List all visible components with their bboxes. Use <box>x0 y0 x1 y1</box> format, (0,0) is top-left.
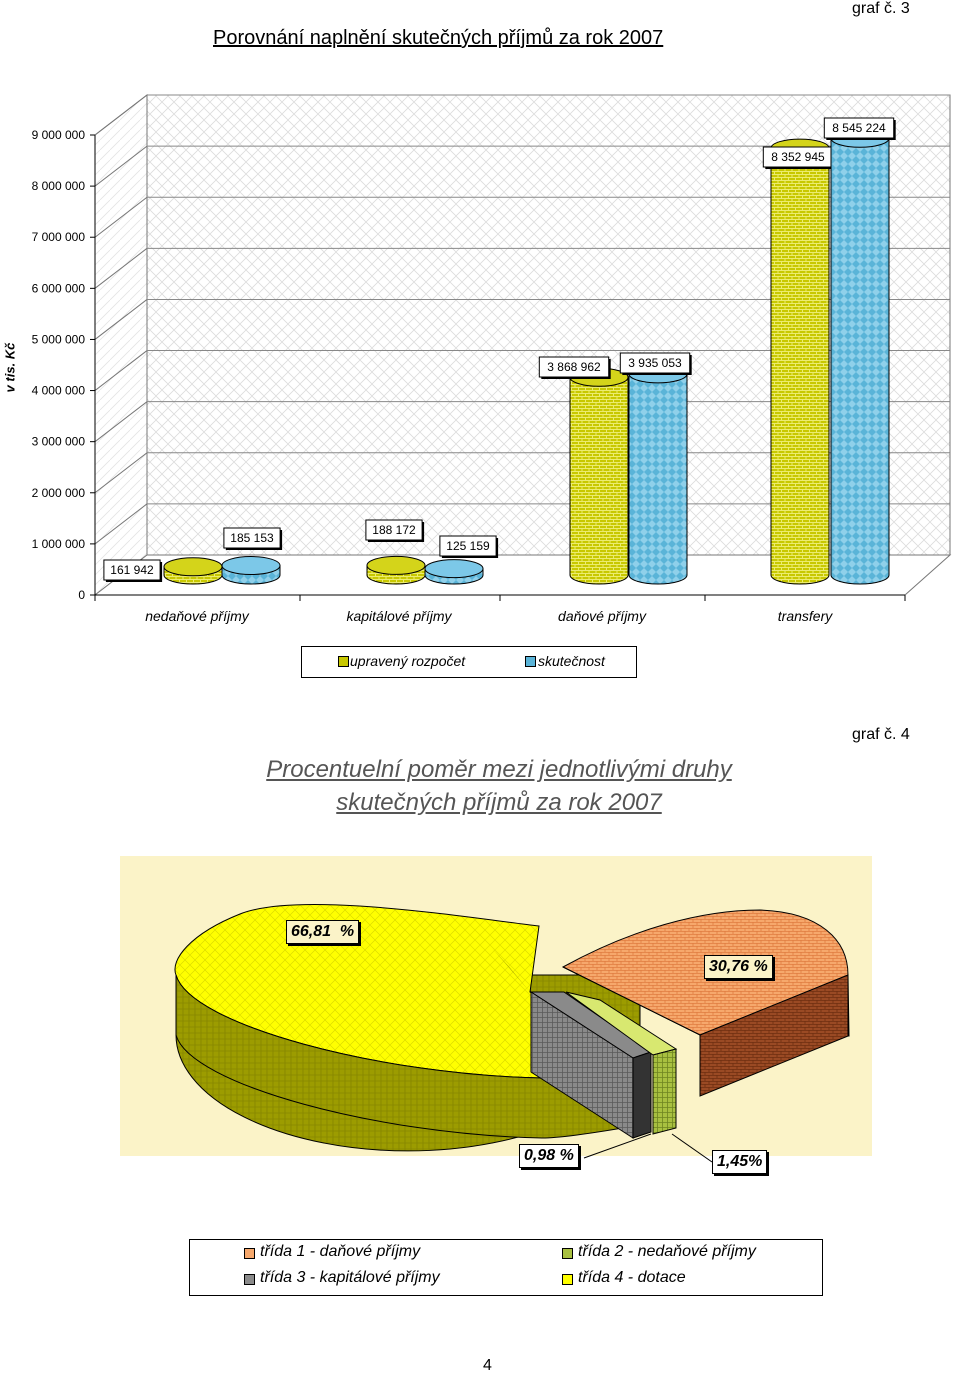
pie-label-trida-1: 66,81 % <box>286 920 360 944</box>
gridline-side <box>94 196 148 238</box>
category-label: daňové příjmy <box>558 608 647 624</box>
chart1-legend: upravený rozpočet skutečnost <box>301 646 637 678</box>
data-label: 125 159 <box>446 539 490 553</box>
ytick-label: 5 000 000 <box>32 332 86 346</box>
legend-label-trida-1: třída 1 - daňové příjmy <box>260 1243 421 1260</box>
page-number: 4 <box>483 1357 492 1374</box>
legend-swatch-trida-4 <box>562 1274 573 1285</box>
data-label-box <box>103 559 161 581</box>
pie-chart <box>120 856 872 1163</box>
data-label-box <box>619 352 691 374</box>
bar-cylinder-top <box>424 559 484 579</box>
data-label: 8 545 224 <box>832 121 886 135</box>
bar-cylinder <box>628 373 688 585</box>
category-label: kapitálové příjmy <box>346 608 452 624</box>
bar-cylinder <box>770 147 830 585</box>
chart2-title-line2: skutečných příjmů za rok 2007 <box>336 789 662 816</box>
legend-label-budget: upravený rozpočet <box>350 653 466 669</box>
data-label-box <box>538 356 610 378</box>
pie-label-trida-4: 30,76 % <box>704 955 773 979</box>
ytick-label: 4 000 000 <box>32 384 86 398</box>
data-label: 3 868 962 <box>547 360 601 374</box>
legend-label-trida-4: třída 4 - dotace <box>578 1269 686 1286</box>
gridline-side <box>94 247 148 289</box>
bar-cylinder <box>830 137 890 585</box>
chart1-graf-label: graf č. 3 <box>852 0 910 17</box>
ytick-label: 3 000 000 <box>32 435 86 449</box>
bar-cylinder-top <box>163 557 223 577</box>
bar-cylinder-top <box>366 555 426 575</box>
ytick-label: 8 000 000 <box>32 179 86 193</box>
gridline-side <box>94 94 148 136</box>
chart1-title: Porovnání naplnění skutečných příjmů za … <box>213 27 664 49</box>
chart2-graf-label: graf č. 4 <box>852 726 910 743</box>
category-label: transfery <box>778 608 833 624</box>
data-label-box <box>439 535 497 557</box>
data-label-box <box>223 527 281 549</box>
gridline-side <box>94 401 148 443</box>
legend-swatch-trida-3 <box>244 1274 255 1285</box>
chart2-legend: třída 1 - daňové příjmy třída 2 - nedaňo… <box>189 1239 823 1296</box>
data-label: 3 935 053 <box>628 356 682 370</box>
data-label-box <box>365 519 423 541</box>
legend-label-actual: skutečnost <box>538 653 605 669</box>
bar-cylinder <box>569 376 629 585</box>
legend-swatch-trida-1 <box>244 1248 255 1259</box>
gridline-side <box>94 503 148 545</box>
gridline-side <box>94 299 148 340</box>
pie-label-trida-3: 0,98 % <box>519 1144 579 1168</box>
pie-label-trida-2: 1,45% <box>712 1150 768 1174</box>
gridline-side <box>94 452 148 494</box>
legend-label-trida-2: třída 2 - nedaňové příjmy <box>578 1243 756 1260</box>
ytick-label: 0 <box>78 588 85 602</box>
data-label-box <box>823 117 895 139</box>
bar-cylinder-top <box>221 556 281 576</box>
data-label: 185 153 <box>230 531 274 545</box>
ytick-label: 2 000 000 <box>32 486 86 500</box>
legend-label-trida-3: třída 3 - kapitálové příjmy <box>260 1269 440 1286</box>
gridline-side <box>94 350 148 391</box>
ytick-label: 9 000 000 <box>32 128 86 142</box>
data-label: 188 172 <box>372 523 416 537</box>
data-label: 161 942 <box>110 563 154 577</box>
bar-chart: 0 1 000 000 2 000 000 3 000 000 4 000 000 5 0… <box>32 93 952 624</box>
ytick-label: 7 000 000 <box>32 230 86 244</box>
legend-swatch-trida-2 <box>562 1248 573 1259</box>
ytick-label: 1 000 000 <box>32 537 86 551</box>
chart2-title-line1: Procentuelní poměr mezi jednotlivými dru… <box>266 756 732 783</box>
category-label: nedaňové příjmy <box>145 608 250 624</box>
gridline-side <box>94 145 148 187</box>
data-label: 8 352 945 <box>771 150 825 164</box>
ytick-label: 6 000 000 <box>32 281 86 295</box>
legend-swatch-actual <box>525 656 536 667</box>
legend-swatch-budget <box>338 656 349 667</box>
